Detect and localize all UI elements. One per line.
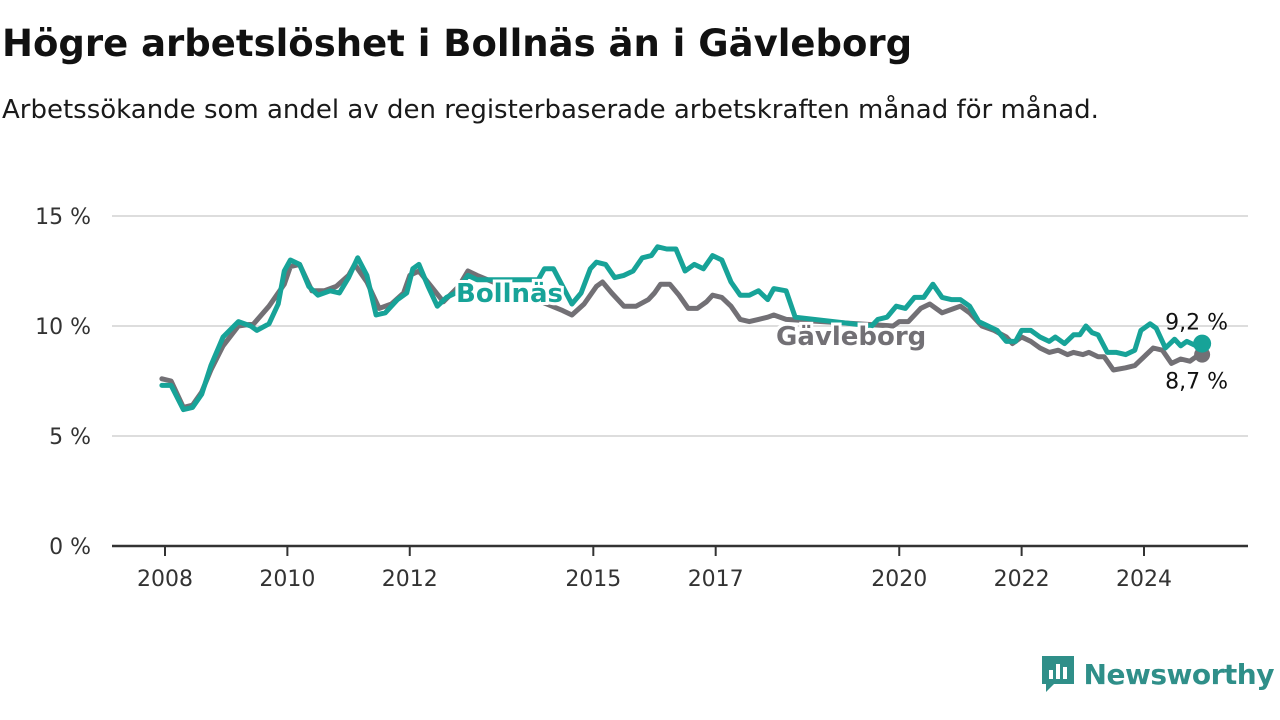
y-tick-label: 10 % (35, 315, 91, 340)
series-label-bollnas: Bollnäs (456, 279, 563, 309)
x-tick-label: 2024 (1116, 567, 1172, 592)
newsworthy-logo-icon (1041, 656, 1074, 692)
series-label-gavleborg: Gävleborg (776, 322, 926, 352)
x-tick-label: 2012 (382, 567, 438, 592)
chart-subtitle: Arbetssökande som andel av den registerb… (2, 95, 1099, 125)
y-tick-label: 0 % (49, 535, 91, 560)
x-tick-label: 2010 (259, 567, 315, 592)
series-line-gavleborg (159, 261, 1205, 410)
x-tick-label: 2022 (994, 567, 1050, 592)
y-tick-label: 5 % (49, 425, 91, 450)
x-tick-label: 2015 (565, 567, 621, 592)
y-tick-label: 15 % (35, 205, 91, 230)
x-tick-label: 2008 (137, 567, 193, 592)
brand-name: Newsworthy (1083, 657, 1275, 691)
x-tick-label: 2020 (871, 567, 927, 592)
brand-logo: Newsworthy (1040, 654, 1275, 694)
end-marker-bollnas (1193, 334, 1212, 353)
x-tick-label: 2017 (688, 567, 744, 592)
end-label-gavleborg: 8,7 % (1165, 370, 1228, 395)
end-label-bollnas: 9,2 % (1165, 311, 1228, 336)
series-line-bollnas (159, 244, 1205, 413)
chart-title: Högre arbetslöshet i Bollnäs än i Gävleb… (2, 22, 913, 65)
